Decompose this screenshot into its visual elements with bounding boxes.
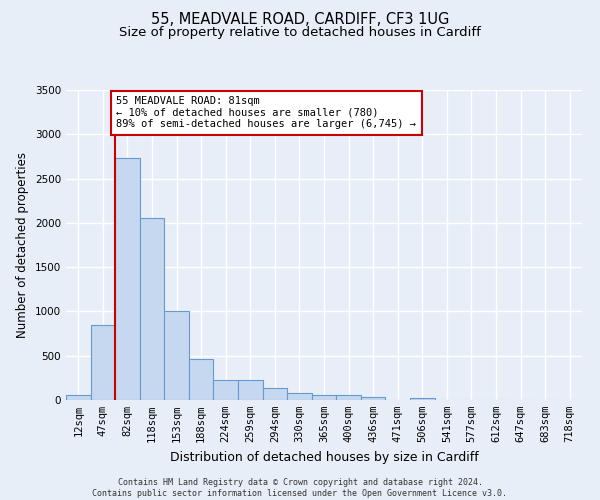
Bar [238,380,263,400]
Bar [410,398,434,400]
Text: Size of property relative to detached houses in Cardiff: Size of property relative to detached ho… [119,26,481,39]
Bar [164,310,189,400]
Bar [66,394,91,400]
Bar [91,324,115,400]
Text: 55, MEADVALE ROAD, CARDIFF, CF3 1UG: 55, MEADVALE ROAD, CARDIFF, CF3 1UG [151,12,449,28]
Bar [214,380,238,400]
Bar [336,395,361,400]
Bar [312,394,336,400]
Text: Contains HM Land Registry data © Crown copyright and database right 2024.
Contai: Contains HM Land Registry data © Crown c… [92,478,508,498]
Bar [263,388,287,400]
Bar [140,218,164,400]
X-axis label: Distribution of detached houses by size in Cardiff: Distribution of detached houses by size … [170,450,478,464]
Bar [189,360,214,400]
Bar [115,158,140,400]
Bar [287,394,312,400]
Y-axis label: Number of detached properties: Number of detached properties [16,152,29,338]
Bar [361,398,385,400]
Text: 55 MEADVALE ROAD: 81sqm
← 10% of detached houses are smaller (780)
89% of semi-d: 55 MEADVALE ROAD: 81sqm ← 10% of detache… [116,96,416,130]
